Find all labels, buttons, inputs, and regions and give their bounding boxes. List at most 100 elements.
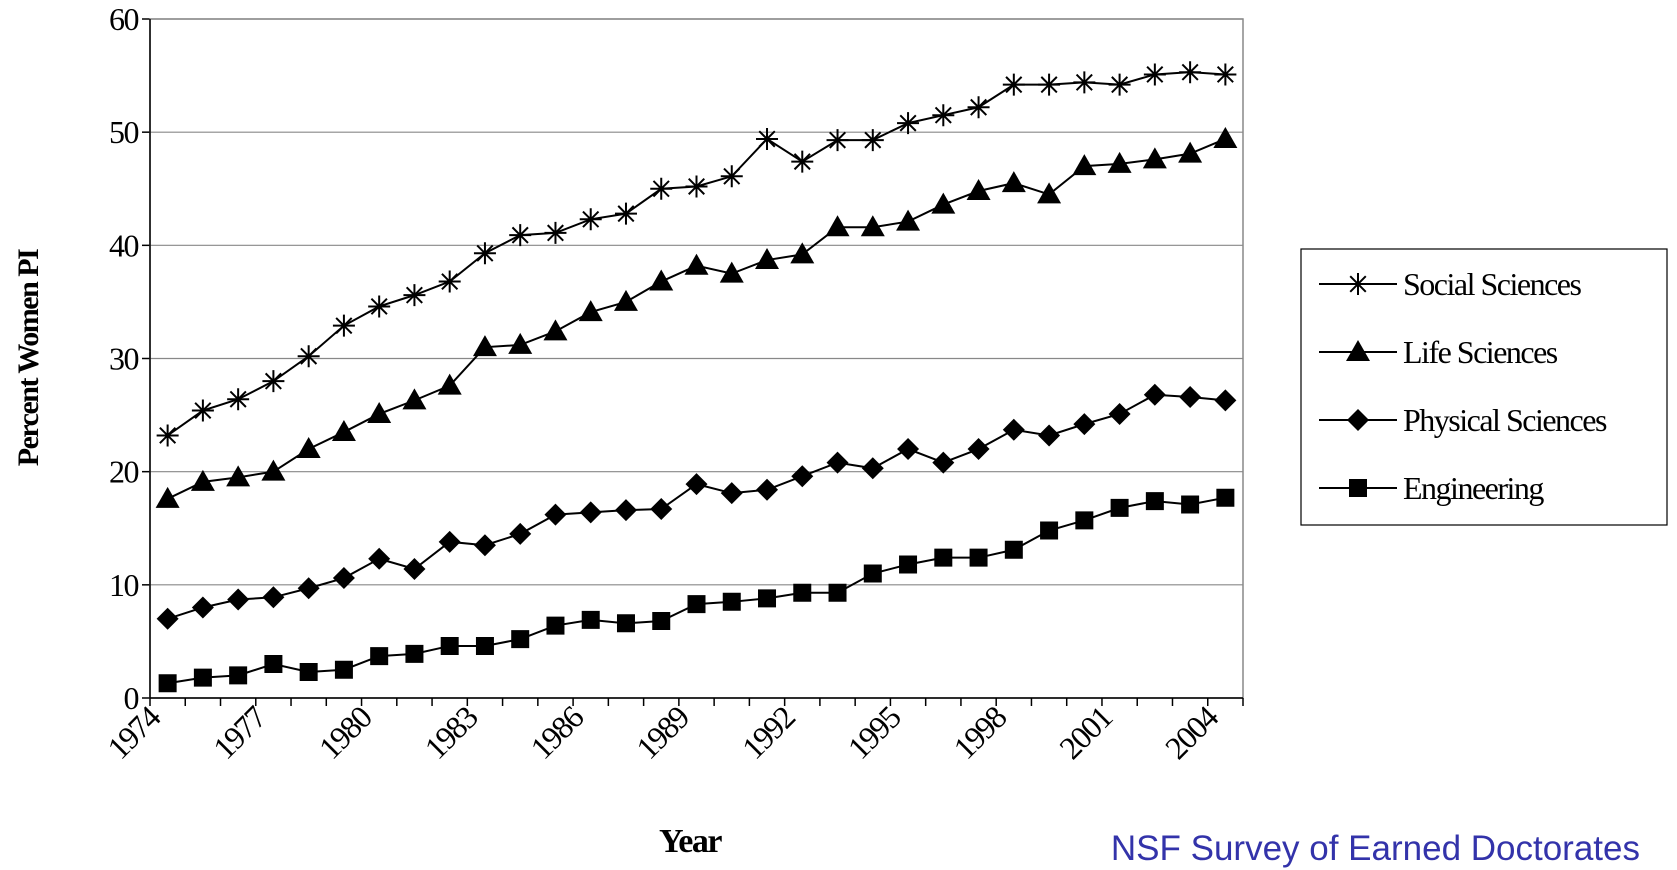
marker-star (1179, 61, 1202, 84)
x-tick-label: 2001 (1052, 699, 1119, 766)
marker-star (297, 345, 320, 368)
marker-triangle (755, 248, 780, 270)
source-note: NSF Survey of Earned Doctorates (1111, 829, 1640, 868)
marker-triangle (1142, 147, 1167, 169)
series-line (167, 496, 1226, 685)
marker-square (1181, 495, 1200, 514)
marker-square (934, 548, 953, 567)
x-axis-label: Year (659, 823, 722, 860)
marker-star (368, 295, 391, 318)
marker-star (1347, 273, 1369, 295)
marker-star (826, 129, 849, 152)
marker-star (227, 388, 250, 411)
marker-diamond (1073, 413, 1096, 436)
y-tick-label: 50 (109, 114, 139, 150)
marker-star (650, 177, 673, 200)
x-tick-label: 1980 (312, 699, 379, 766)
marker-star (544, 221, 567, 244)
marker-diamond (932, 451, 955, 474)
marker-diamond (297, 577, 320, 600)
marker-square (1004, 540, 1023, 559)
y-tick-label: 30 (109, 341, 139, 377)
x-tick-label: 1992 (735, 699, 802, 766)
marker-triangle (367, 401, 392, 423)
marker-triangle (437, 373, 462, 395)
marker-triangle (261, 459, 286, 481)
legend-label: Engineering (1403, 470, 1544, 506)
marker-square (828, 583, 847, 602)
marker-diamond (473, 534, 496, 557)
marker-triangle (684, 253, 709, 275)
marker-star (191, 399, 214, 422)
marker-square (1349, 479, 1367, 497)
marker-diamond (967, 438, 990, 461)
marker-square (1040, 521, 1059, 540)
marker-triangle (1037, 182, 1062, 204)
marker-square (758, 589, 777, 608)
marker-diamond (1108, 402, 1131, 425)
marker-diamond (897, 438, 920, 461)
marker-star (1108, 73, 1131, 96)
marker-star (156, 424, 179, 447)
marker-triangle (613, 289, 638, 311)
marker-square (405, 644, 424, 663)
marker-star (614, 202, 637, 225)
marker-star (1214, 63, 1237, 86)
x-tick-label: 1977 (206, 698, 274, 766)
x-tick-label: 1989 (629, 699, 696, 766)
marker-diamond (791, 465, 814, 488)
y-tick-label: 20 (109, 454, 139, 490)
legend: Social Sciences Life Sciences Physical Sci… (1300, 248, 1668, 526)
marker-triangle (1001, 171, 1026, 193)
marker-triangle (1178, 141, 1203, 163)
marker-star (332, 314, 355, 337)
marker-triangle (155, 486, 180, 508)
marker-star (720, 165, 743, 188)
marker-diamond (227, 588, 250, 611)
marker-star (403, 284, 426, 307)
marker-diamond (826, 451, 849, 474)
marker-square (899, 555, 918, 574)
marker-diamond (262, 586, 285, 609)
marker-square (158, 674, 177, 693)
marker-diamond (861, 457, 884, 480)
x-tick-label: 1974 (100, 698, 168, 766)
legend-label: Life Sciences (1403, 334, 1558, 370)
marker-diamond (1038, 424, 1061, 447)
marker-star (262, 370, 285, 393)
marker-square (793, 583, 812, 602)
x-tick-label: 1998 (946, 699, 1013, 766)
marker-diamond (509, 522, 532, 545)
marker-square (652, 612, 671, 631)
marker-triangle (543, 319, 568, 341)
marker-diamond (1214, 389, 1237, 412)
marker-triangle (860, 215, 885, 237)
x-tick-label: 1986 (523, 698, 591, 766)
marker-square (1145, 492, 1164, 511)
marker-star (756, 127, 779, 150)
y-tick-label: 60 (109, 1, 139, 37)
marker-star (438, 270, 461, 293)
x-tick-label: 1983 (417, 699, 484, 766)
marker-star (1073, 71, 1096, 94)
marker-diamond (332, 567, 355, 590)
marker-star (897, 112, 920, 135)
marker-diamond (1347, 409, 1369, 431)
marker-star (473, 242, 496, 265)
marker-diamond (544, 503, 567, 526)
marker-triangle (1107, 151, 1132, 173)
marker-triangle (966, 179, 991, 201)
marker-star (791, 150, 814, 173)
marker-triangle (790, 242, 815, 264)
marker-square (863, 564, 882, 583)
marker-triangle (190, 469, 215, 491)
marker-square (370, 647, 389, 666)
y-tick-label: 0 (124, 680, 139, 716)
marker-diamond (650, 498, 673, 521)
marker-triangle (296, 437, 321, 459)
marker-star (685, 175, 708, 198)
marker-diamond (614, 499, 637, 522)
x-tick-label: 2004 (1158, 698, 1226, 766)
